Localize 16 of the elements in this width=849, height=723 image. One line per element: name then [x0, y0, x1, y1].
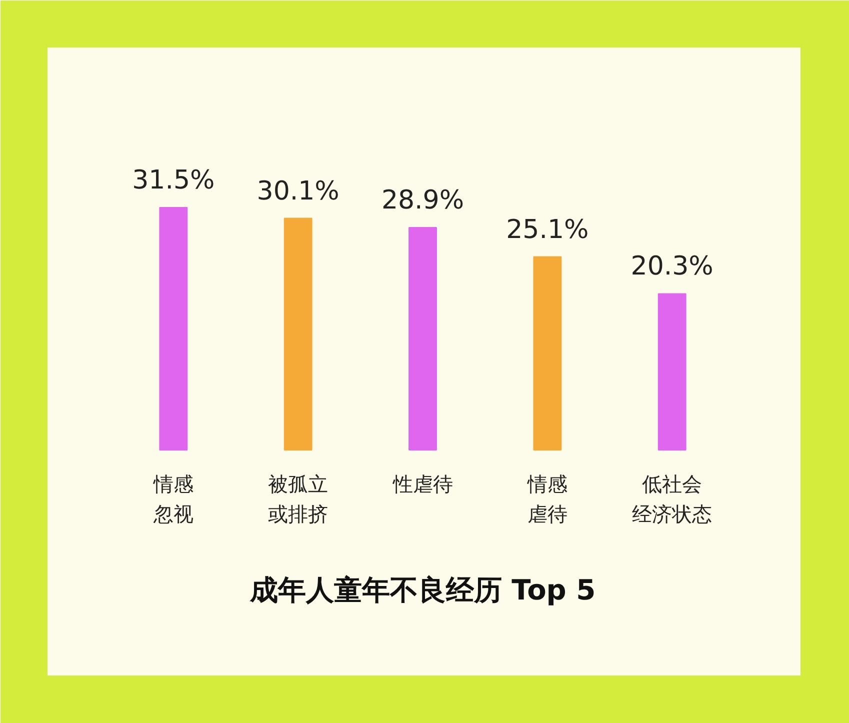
x-tick-label: 情感虐待	[526, 472, 568, 526]
x-tick-label: 性虐待	[392, 472, 453, 496]
bar	[284, 218, 312, 450]
x-tick-label: 低社会经济状态	[632, 472, 712, 526]
bar	[159, 207, 188, 450]
x-tick-label: 情感忽视	[152, 472, 194, 526]
data-label: 25.1%	[506, 214, 589, 245]
text: 成年人童年不良经历 Top 5	[248, 574, 596, 606]
bar	[658, 293, 686, 450]
x-tick-label: 被孤立或排挤	[268, 472, 328, 526]
bar	[533, 256, 562, 450]
data-label: 31.5%	[132, 166, 215, 196]
data-label: 20.3%	[630, 252, 714, 282]
data-label: 28.9%	[381, 186, 464, 216]
bar	[408, 227, 437, 450]
data-label: 30.1%	[256, 176, 340, 206]
